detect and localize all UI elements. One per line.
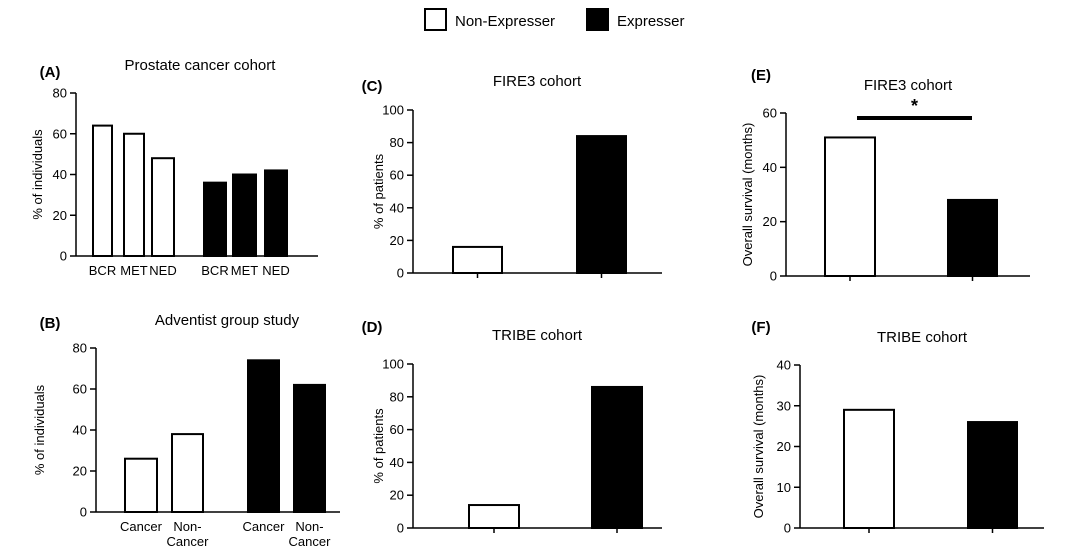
y-tick-label-f: 40 [777,358,791,373]
x-tick-label-a: MET [231,263,259,278]
bar-b-non-expresser-0 [124,457,158,514]
y-tick-label-d: 80 [390,389,404,404]
y-tick-label-f: 10 [777,480,791,495]
legend-label-non-expresser: Non-Expresser [455,13,555,30]
y-tick-label-e: 0 [770,269,777,284]
bar-b-expresser-1 [293,383,326,513]
chart-title-e: FIRE3 cohort [864,77,953,94]
y-tick-label-d: 100 [382,357,404,372]
x-tick-label-a: BCR [89,263,116,278]
panel-b: (B) Adventist group study % of individuals… [32,312,340,549]
x-tick-label-a: NED [262,263,289,278]
x-tick-label-a: MET [120,263,148,278]
y-tick-label-a: 40 [53,167,67,182]
chart-title-a: Prostate cancer cohort [125,57,277,74]
y-tick-label-f: 30 [777,398,791,413]
bar-e-expresser [947,198,998,277]
y-tick-label-a: 80 [53,86,67,101]
y-axis-label-e: Overall survival (months) [740,123,755,267]
chart-title-d: TRIBE cohort [492,327,583,344]
y-axis-label-d: % of patients [371,408,386,484]
bar-a-expresser-0 [203,181,227,257]
bar-b-non-expresser-1 [171,433,204,514]
x-tick-label-b: Cancer [243,519,286,534]
bar-a-non-expresser-0 [92,124,113,257]
y-tick-label-b: 20 [73,464,87,479]
bar-f-non-expresser [843,408,895,530]
panels: (A) Prostate cancer cohort % of individual… [30,57,1044,549]
panel-e: (E) FIRE3 cohort Overall survival (months)… [740,67,1030,284]
y-axis-label-c: % of patients [371,153,386,229]
legend-label-expresser: Expresser [617,13,685,30]
y-tick-label-b: 0 [80,505,87,520]
y-tick-label-a: 0 [60,249,67,264]
y-tick-label-d: 20 [390,488,404,503]
bar-a-expresser-1 [232,173,257,257]
panel-d: (D) TRIBE cohort % of patients 0 20 40 60 80 100 [362,319,662,536]
significance-asterisk-e: * [911,96,918,116]
panel-label-c: (C) [362,78,383,95]
y-tick-label-b: 80 [73,341,87,356]
y-tick-label-e: 40 [763,160,777,175]
y-tick-label-c: 60 [390,168,404,183]
y-axis-label-b: % of individuals [32,384,47,475]
legend-swatch-non-expresser [424,8,447,31]
chart-title-b: Adventist group study [155,312,300,329]
panel-c: (C) FIRE3 cohort % of patients 0 20 40 60 80 100 [362,73,662,281]
bar-d-expresser [591,385,643,529]
chart-title-f: TRIBE cohort [877,329,968,346]
panel-a: (A) Prostate cancer cohort % of individual… [30,57,318,278]
y-tick-label-d: 0 [397,521,404,536]
y-tick-label-f: 20 [777,439,791,454]
panel-label-d: (D) [362,319,383,336]
x-tick-label-a: NED [149,263,176,278]
y-tick-label-a: 60 [53,126,67,141]
y-axis-label-a: % of individuals [30,129,45,220]
y-tick-label-a: 20 [53,208,67,223]
y-tick-label-e: 60 [763,106,777,121]
panel-label-f: (F) [751,319,770,336]
panel-f: (F) TRIBE cohort Overall survival (months)… [751,319,1044,536]
y-tick-label-c: 20 [390,233,404,248]
bar-a-non-expresser-2 [151,157,175,257]
y-tick-label-f: 0 [784,521,791,536]
y-tick-label-b: 40 [73,423,87,438]
legend-swatch-expresser [586,8,609,31]
x-tick-label-a: BCR [201,263,228,278]
x-tick-label-b: Cancer [120,519,163,534]
bar-a-expresser-2 [264,169,288,257]
bar-d-non-expresser [468,504,520,530]
bar-c-expresser [576,135,627,274]
y-tick-label-d: 60 [390,422,404,437]
x-tick-label-b: Non-Cancer [289,519,332,549]
panel-label-b: (B) [40,315,61,332]
y-axis-label-f: Overall survival (months) [751,375,766,519]
y-tick-label-c: 100 [382,103,404,118]
bar-f-expresser [967,421,1018,529]
bar-c-non-expresser [452,245,503,274]
y-tick-label-c: 80 [390,135,404,150]
y-tick-label-b: 60 [73,382,87,397]
y-tick-label-c: 0 [397,266,404,281]
bar-e-non-expresser [824,136,876,277]
y-tick-label-c: 40 [390,200,404,215]
bar-b-expresser-0 [247,359,280,513]
legend: Non-Expresser Expresser [424,8,685,31]
panel-label-e: (E) [751,67,771,84]
x-tick-label-b: Non-Cancer [167,519,210,549]
panel-label-a: (A) [40,64,61,81]
chart-title-c: FIRE3 cohort [493,73,582,90]
y-tick-label-d: 40 [390,455,404,470]
y-tick-label-e: 20 [763,214,777,229]
bar-a-non-expresser-1 [123,132,145,257]
